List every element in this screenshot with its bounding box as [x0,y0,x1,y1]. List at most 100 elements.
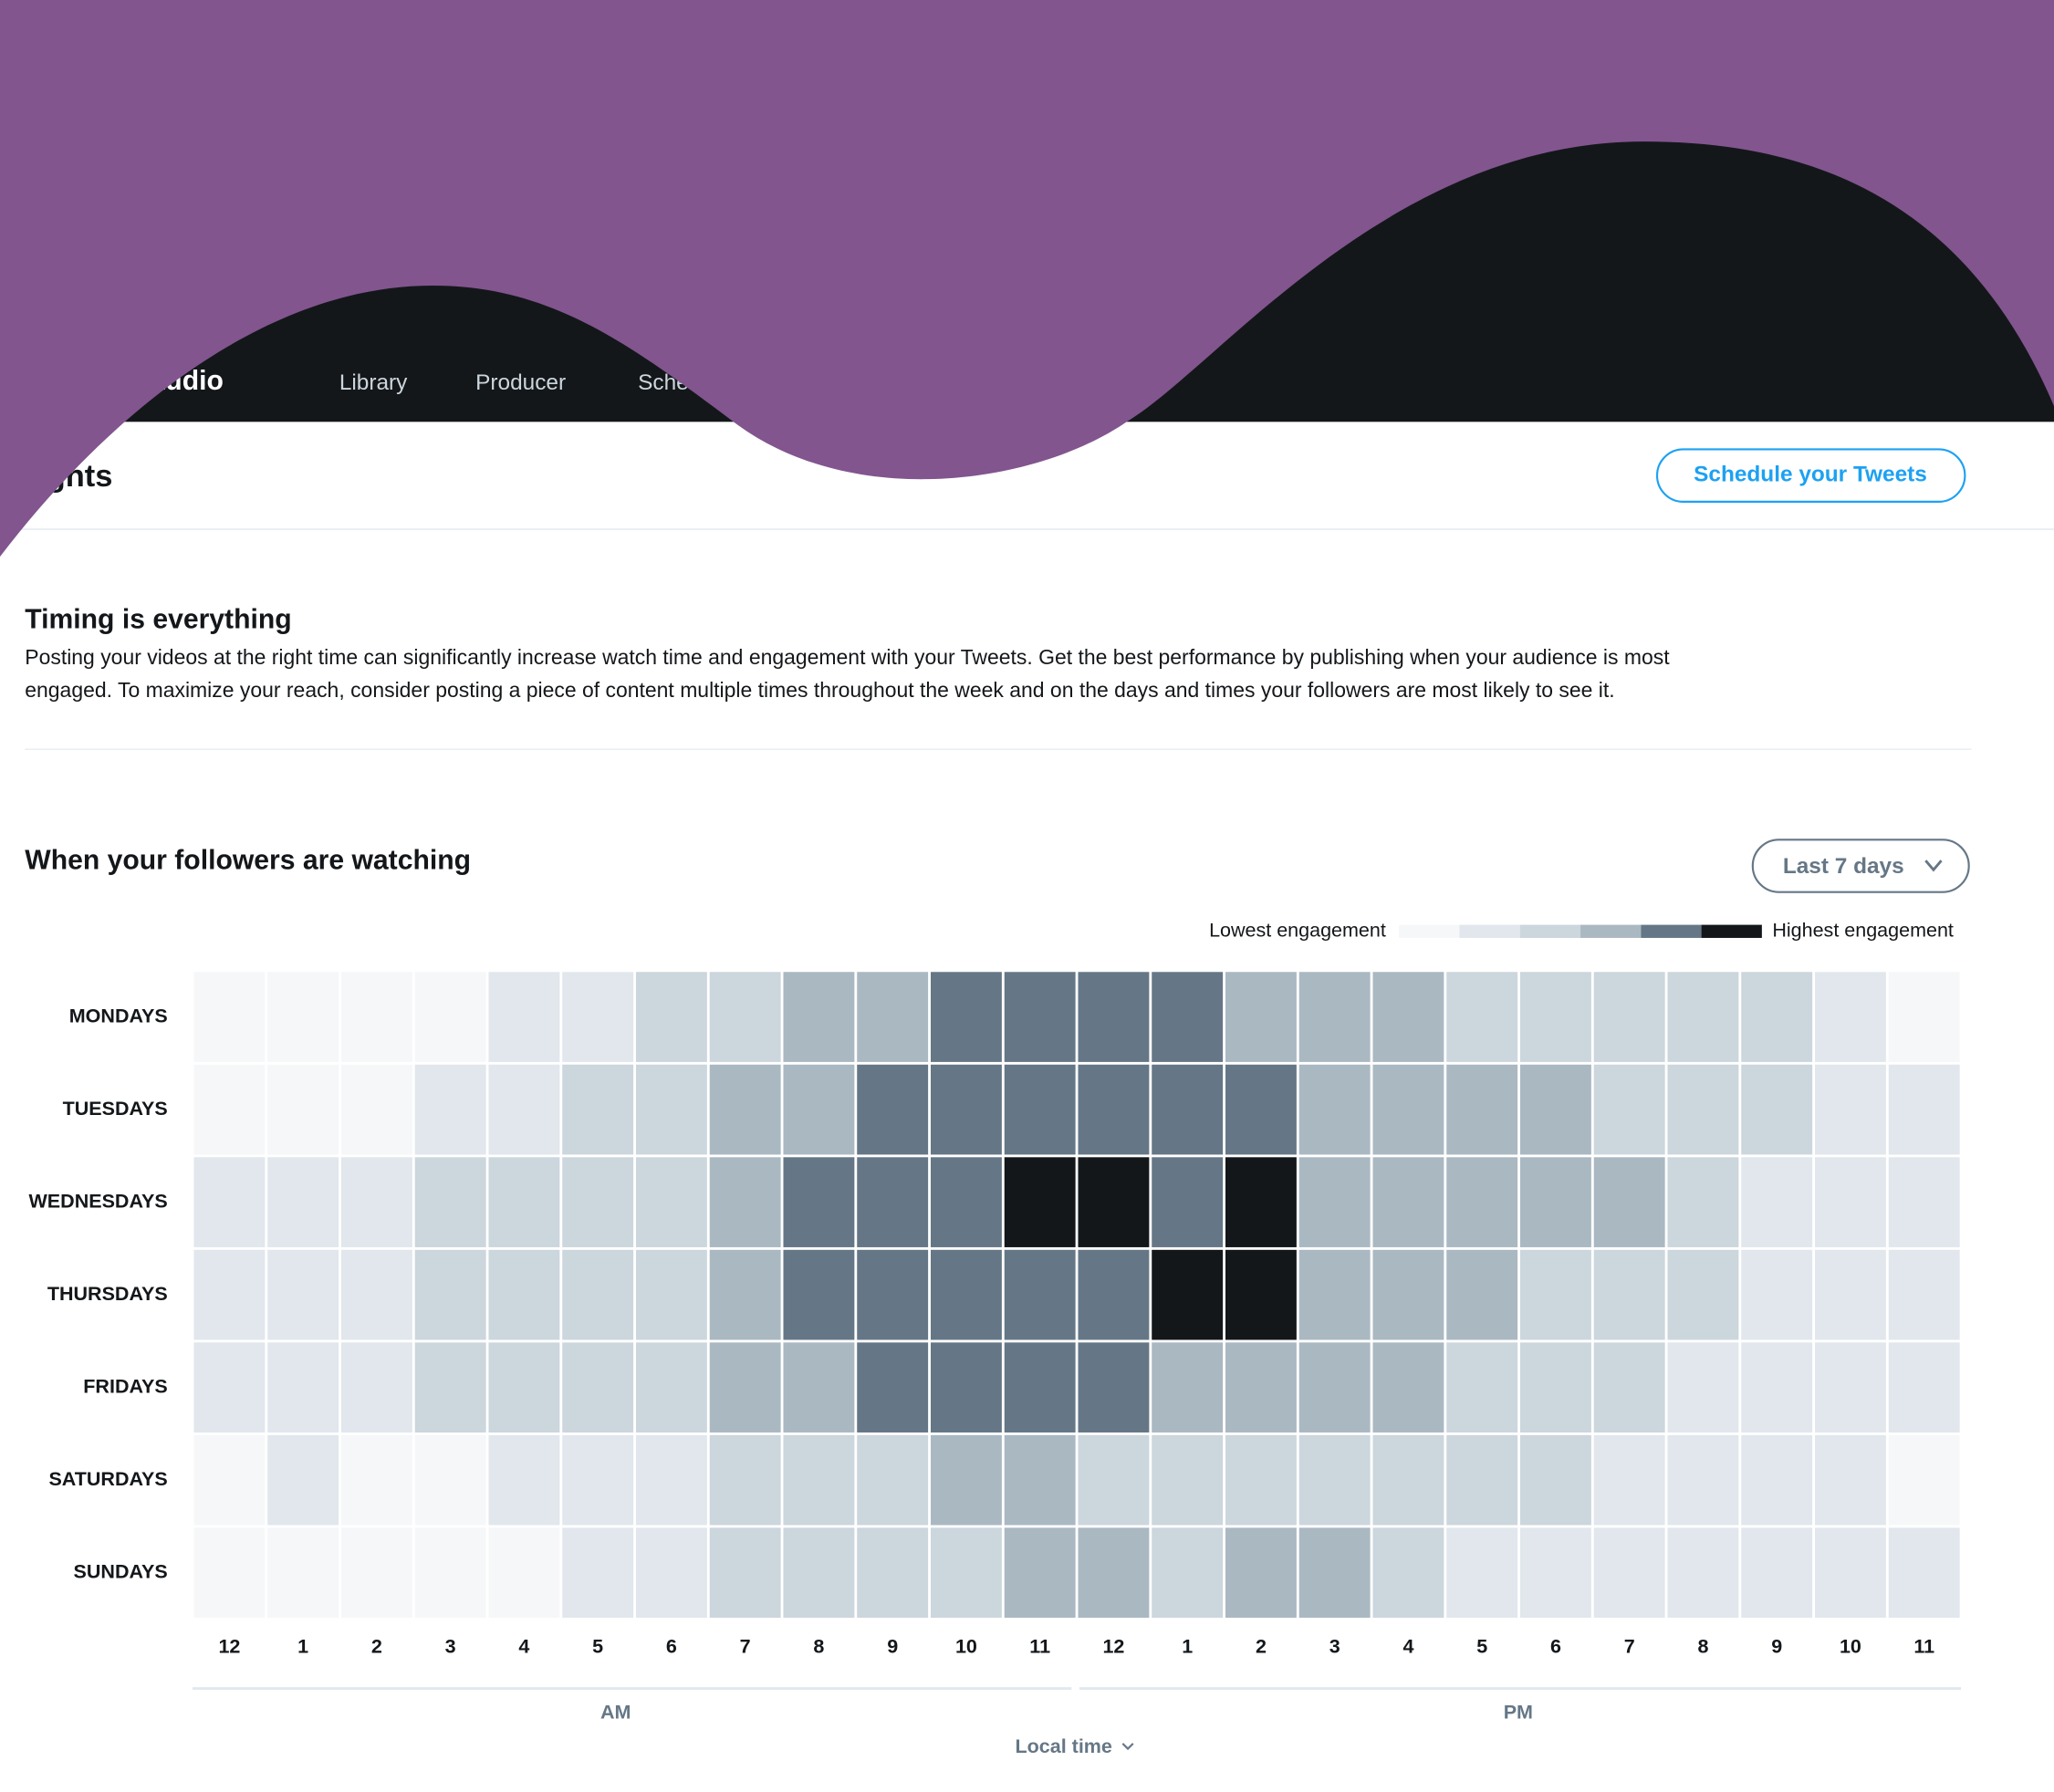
legend-swatch [1459,924,1520,938]
heat-cell [1298,1527,1371,1619]
heat-cell [635,1064,707,1155]
heat-cell [1593,1342,1665,1433]
section-title: Timing is everything [25,604,291,634]
heat-cell [1815,1342,1886,1433]
legend-swatch [1580,924,1642,938]
heat-cell [1372,1064,1444,1155]
heat-cell [930,1434,1002,1526]
heat-cell [488,1157,560,1247]
heat-cell [1298,1064,1371,1155]
nav-item[interactable]: Library [339,370,408,395]
heat-cell [562,1527,634,1619]
legend-low: Lowest engagement [1209,919,1386,941]
row-label: TUESDAYS [63,1098,168,1120]
heat-cell [193,1434,266,1526]
heat-cell [709,1249,781,1340]
nav-item[interactable]: Producer [475,370,566,395]
heat-cell [1593,1527,1665,1619]
heat-cell [1372,1342,1444,1433]
heat-cell [488,1434,560,1526]
hour-label: 7 [740,1636,751,1658]
heat-cell [488,1527,560,1619]
heat-cell [1298,1434,1371,1526]
heat-cell [709,1342,781,1433]
paragraph-line: engaged. To maximize your reach, conside… [25,678,1614,702]
purple-wave [0,0,2054,557]
heat-cell [1152,1064,1224,1155]
heat-cell [783,1527,855,1619]
heat-cell [193,1064,266,1155]
heat-cell [857,1527,929,1619]
heat-cell [1004,1157,1076,1247]
heat-cell [562,1249,634,1340]
heat-cell [414,972,486,1062]
legend-swatch [1519,924,1581,938]
hour-label: 8 [1697,1636,1708,1658]
heat-cell [1078,1527,1150,1619]
legend-swatch [1641,924,1702,938]
heat-cell [1593,1434,1665,1526]
heat-cell [709,1527,781,1619]
row-label: FRIDAYS [83,1375,167,1397]
heat-cell [1667,1064,1739,1155]
heat-cell [709,1064,781,1155]
heat-cell [1446,1434,1518,1526]
heat-cell [1519,1157,1591,1247]
heat-cell [1888,1249,1960,1340]
heat-cell [1888,972,1960,1062]
heat-cell [635,1434,707,1526]
heat-cell [1372,1434,1444,1526]
heat-cell [488,1342,560,1433]
heat-cell [635,1157,707,1247]
heat-cell [635,1342,707,1433]
am-label: AM [600,1701,631,1723]
hour-label: 11 [1913,1636,1934,1658]
heat-cell [1446,1342,1518,1433]
heat-cell [1152,972,1224,1062]
heat-cell [1667,1527,1739,1619]
heat-cell [267,1434,339,1526]
heat-cell [857,1249,929,1340]
pm-label: PM [1504,1701,1533,1723]
schedule-button[interactable] [1655,448,1966,503]
heat-cell [1225,1157,1297,1247]
time-zone-toggle[interactable]: Local time [1015,1735,1111,1757]
heat-cell [562,1064,634,1155]
heat-cell [1078,1064,1150,1155]
heat-cell [1667,972,1739,1062]
heat-cell [340,1064,412,1155]
heat-cell [930,1342,1002,1433]
heat-cell [1519,1342,1591,1433]
row-label: MONDAYS [69,1005,168,1026]
legend-high: Highest engagement [1772,919,1954,941]
legend-swatch [1399,924,1460,938]
heat-cell [562,1342,634,1433]
heat-cell [1446,1064,1518,1155]
heat-cell [1372,1527,1444,1619]
heat-cell [267,972,339,1062]
heat-cell [930,972,1002,1062]
hour-label: 12 [1102,1636,1124,1658]
heat-cell [1152,1342,1224,1433]
heat-cell [1741,1064,1813,1155]
heat-cell [1225,1064,1297,1155]
heat-cell [340,1434,412,1526]
heat-cell [1446,1157,1518,1247]
heat-cell [635,1249,707,1340]
heat-cell [857,1064,929,1155]
heat-cell [709,972,781,1062]
hour-label: 10 [955,1636,977,1658]
schedule-button-label[interactable]: Schedule your Tweets [1694,463,1927,487]
heat-cell [930,1249,1002,1340]
heat-cell [1152,1157,1224,1247]
heat-cell [340,1157,412,1247]
heat-cell [1078,1249,1150,1340]
range-dropdown[interactable] [1751,839,1970,893]
heat-cell [562,1434,634,1526]
heat-cell [1888,1157,1960,1247]
range-dropdown-label[interactable]: Last 7 days [1783,854,1904,879]
heat-cell [1078,1434,1150,1526]
heat-cell [709,1157,781,1247]
heat-cell [1225,1342,1297,1433]
